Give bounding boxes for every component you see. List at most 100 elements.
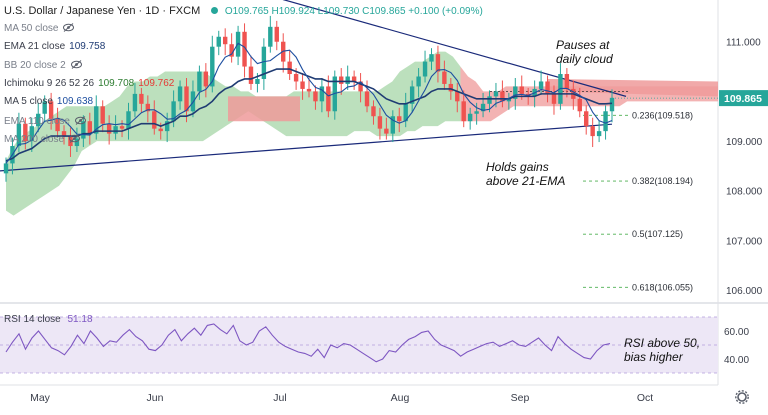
rsi-axis-tick: 60.00 [724,327,749,338]
candle-down [274,26,279,42]
rsi-value: 51.18 [67,314,93,325]
time-axis-tick: May [30,392,51,404]
eye-off-icon[interactable] [70,60,82,69]
candle-up [216,36,221,47]
indicator-row[interactable]: EMA 21 close 109.758 [4,41,105,53]
candle-down [293,74,299,82]
candle-up [603,111,608,132]
candle-down [500,91,505,102]
time-axis-tick: Oct [637,392,653,404]
candle-down [68,136,73,147]
trendline-lower [0,123,613,172]
candle-up [197,71,202,92]
gear-icon[interactable] [735,390,749,404]
candle-up [261,46,267,79]
indicator-row[interactable]: MA 50 close [4,22,75,35]
candle-up [416,76,421,87]
time-axis-tick: Jul [273,392,286,404]
indicator-row[interactable]: EMA 110 close [4,115,86,128]
last-price-label: 109.865 [724,93,762,105]
candle-up [164,121,170,132]
candle-down [577,98,582,112]
price-axis-tick: 106.000 [726,286,763,297]
ichimoku-cloud-bearish [460,66,718,122]
candle-down [455,91,460,102]
eye-off-icon[interactable] [74,115,86,125]
indicator-label: EMA 110 close [4,115,70,127]
candle-up [177,86,183,102]
candle-down [158,128,163,132]
fib-level-label: 0.5(107.125) [632,229,683,239]
candle-up [506,98,512,102]
candle-up [255,78,260,84]
rsi-legend: RSI 14 close 51.18 [4,314,93,326]
indicator-label: BB 20 close 2 [4,60,66,71]
price-axis-tick: 109.000 [726,137,763,148]
eye-off-icon[interactable] [69,134,81,143]
indicator-row[interactable]: Ichimoku 9 26 52 26 109.708 109.762 [4,78,174,90]
candle-down [590,126,595,137]
candle-down [23,123,28,142]
candle-up [42,101,47,114]
candle-down [152,111,157,129]
annotation-rsi-note: RSI above 50, bias higher [624,336,701,364]
indicator-row[interactable]: BB 20 close 2 [4,59,82,72]
market-open-dot [211,7,219,14]
price-axis-tick: 108.000 [726,187,763,198]
candle-down [339,76,344,84]
indicator-row[interactable]: MA 5 close 109.638 [4,96,93,108]
candle-down [61,131,67,137]
candle-up [474,111,479,114]
candle-up [113,126,118,134]
candle-down [100,106,105,124]
candle-up [345,76,350,84]
candle-up [319,86,325,102]
candle-up [513,86,518,99]
candle-down [584,111,589,127]
rsi-line [5,323,611,363]
candle-up [403,103,408,122]
symbol-title: U.S. Dollar / Japanese Yen · 1D · FXCM [4,5,201,17]
candle-up [29,126,34,142]
candle-up [171,101,176,122]
candle-up [94,106,99,134]
candle-down [435,54,441,72]
time-axis-tick: Jun [147,392,164,404]
candle-up [390,116,396,134]
indicator-label: Ichimoku 9 26 52 26 [4,77,95,89]
price-axis-tick: 107.000 [726,236,763,247]
candle-down [358,81,363,92]
indicator-row[interactable]: MA 200 close [4,133,81,146]
candle-up [480,103,486,112]
candle-up [429,54,434,62]
candle-down [384,128,389,134]
price-axis-tick: 111.000 [726,38,761,49]
indicator-label: MA 5 close [4,96,53,107]
gear-icon-ring [737,392,747,402]
candle-up [268,26,273,47]
candle-up [126,111,131,129]
eye-off-icon[interactable] [63,23,75,32]
candle-down [48,101,54,119]
candle-down [461,101,466,122]
indicator-value: 109.638 [56,96,94,107]
candle-down [184,86,189,112]
candle-up [422,61,428,77]
annotation-cloud-note: Pauses at daily cloud [556,38,613,66]
indicator-label: MA 200 close [4,134,65,145]
candle-down [377,116,383,129]
candle-up [74,138,80,147]
rsi-axis-tick: 40.00 [724,355,749,366]
candle-down [551,93,557,104]
candle-down [300,81,305,89]
candle-up [3,163,9,174]
ema21-line [5,68,613,162]
candle-down [306,88,312,92]
candle-up [493,91,499,97]
candle-up [81,121,86,139]
candle-up [210,46,215,87]
candle-down [119,126,125,129]
candle-up [609,97,615,112]
